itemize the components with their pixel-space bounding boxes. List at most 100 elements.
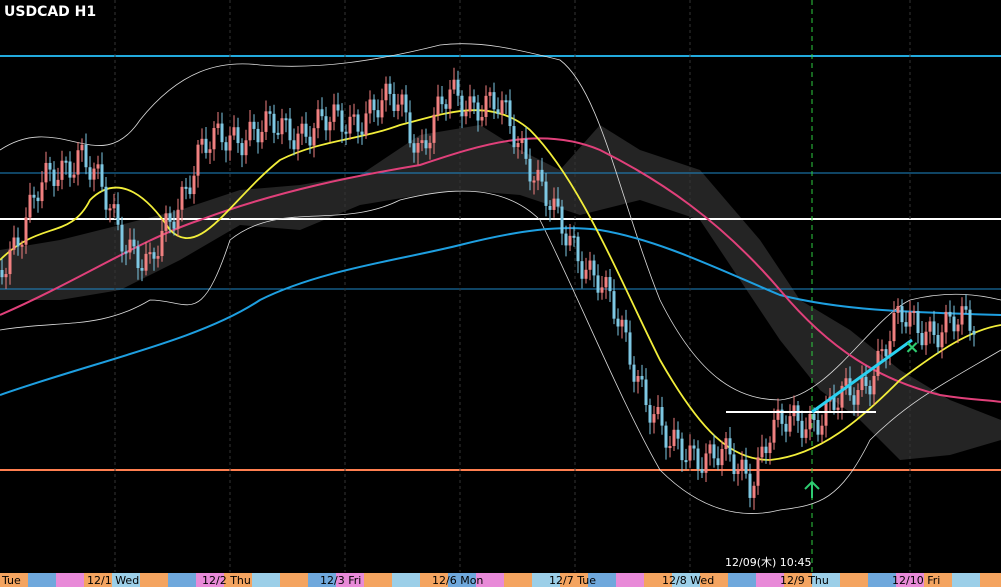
candle xyxy=(884,349,888,357)
axis-segment xyxy=(196,573,224,587)
axis-segment xyxy=(672,573,700,587)
candle xyxy=(872,375,876,395)
axis-segment xyxy=(952,573,980,587)
candle xyxy=(336,104,340,111)
candle xyxy=(20,244,24,247)
time-label: 12/1 Wed xyxy=(87,574,139,587)
candle xyxy=(260,131,264,143)
candle xyxy=(788,416,792,432)
candle xyxy=(480,116,484,121)
time-label: 12/9 Thu xyxy=(780,574,829,587)
candle xyxy=(448,89,452,109)
candle xyxy=(800,420,804,438)
candle xyxy=(200,138,204,145)
candle xyxy=(860,376,864,391)
axis-segment xyxy=(84,573,112,587)
candle xyxy=(532,180,536,183)
symbol-title: USDCAD H1 xyxy=(4,4,96,20)
candle xyxy=(280,118,284,135)
candle xyxy=(912,311,916,314)
candle xyxy=(972,330,976,335)
candle xyxy=(72,174,76,178)
candle xyxy=(304,123,308,137)
candle xyxy=(156,256,160,259)
candle xyxy=(164,213,168,231)
candle xyxy=(116,204,120,225)
candle xyxy=(928,321,932,332)
candle xyxy=(144,253,148,271)
axis-segment xyxy=(448,573,476,587)
candle xyxy=(968,309,972,331)
candle xyxy=(472,96,476,103)
candle xyxy=(484,95,488,117)
buy-arrow xyxy=(804,480,820,498)
axis-segment xyxy=(644,573,672,587)
candle xyxy=(248,121,252,141)
candle xyxy=(36,197,40,202)
axis-segment xyxy=(532,573,560,587)
candle xyxy=(784,423,788,432)
candle xyxy=(16,237,20,247)
candle xyxy=(224,142,228,151)
candle xyxy=(808,413,812,430)
candle xyxy=(824,401,828,426)
candle xyxy=(112,204,116,209)
candle xyxy=(632,364,636,382)
candle xyxy=(68,161,72,178)
candle xyxy=(596,275,600,293)
candle xyxy=(692,445,696,449)
candle xyxy=(724,438,728,450)
candle xyxy=(196,144,200,176)
candle xyxy=(244,140,248,156)
candle xyxy=(188,187,192,195)
axis-segment xyxy=(728,573,756,587)
candle xyxy=(956,324,960,332)
candle xyxy=(656,407,660,415)
candle xyxy=(384,83,388,101)
candle xyxy=(292,140,296,150)
axis-segment xyxy=(588,573,616,587)
axis-segment xyxy=(812,573,840,587)
candle xyxy=(28,194,32,218)
candle xyxy=(476,102,480,121)
ma-mid xyxy=(0,137,1001,403)
time-label: 12/7 Tue xyxy=(549,574,596,587)
candle xyxy=(168,213,172,222)
candle xyxy=(416,143,420,153)
candle xyxy=(300,123,304,134)
candle xyxy=(468,96,472,112)
candle xyxy=(84,144,88,168)
candle xyxy=(360,131,364,135)
candle xyxy=(180,186,184,210)
candle xyxy=(48,162,52,170)
time-label: 12/10 Fri xyxy=(892,574,940,587)
candle xyxy=(228,135,232,151)
candle xyxy=(252,121,256,129)
candle xyxy=(584,269,588,279)
candle xyxy=(600,287,604,293)
candle xyxy=(644,379,648,406)
candle xyxy=(712,444,716,459)
candle xyxy=(812,413,816,420)
candle xyxy=(52,169,56,186)
day-separators xyxy=(114,0,911,572)
candle xyxy=(176,209,180,229)
candle xyxy=(756,457,760,486)
ma-short xyxy=(0,109,1001,461)
candle xyxy=(764,446,768,454)
candle xyxy=(256,128,260,143)
candle xyxy=(184,186,188,189)
candle xyxy=(864,376,868,386)
candle xyxy=(308,136,312,146)
candle xyxy=(352,114,356,117)
candle xyxy=(636,376,640,382)
candle xyxy=(312,128,316,146)
candle xyxy=(452,79,456,90)
candle xyxy=(44,162,48,183)
candle xyxy=(76,150,80,175)
candle xyxy=(552,198,556,210)
candle xyxy=(108,208,112,211)
axis-segment xyxy=(476,573,504,587)
